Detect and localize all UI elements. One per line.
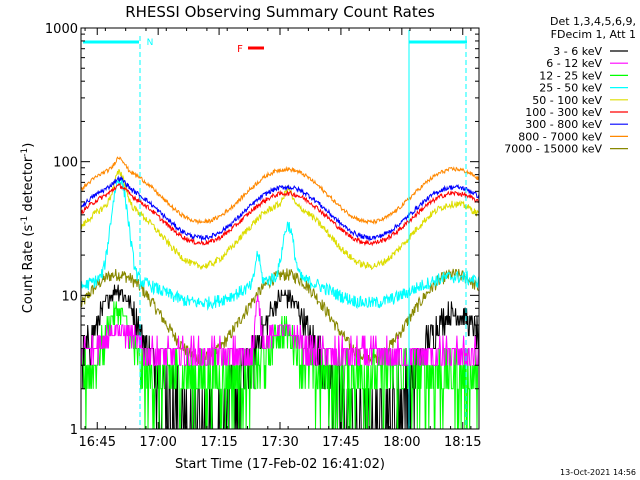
legend-label-1: 6 - 12 keV: [546, 57, 602, 70]
legend: Det 1,3,4,5,6,9, FDecim 1, Att 1 3 - 6 k…: [504, 15, 636, 156]
y-tick-label-3: 1000: [45, 22, 78, 37]
series-line-6: [81, 175, 479, 242]
series-line-2: [81, 301, 479, 429]
x-tick-label-5: 18:00: [383, 435, 420, 450]
legend-label-5: 100 - 300 keV: [525, 106, 602, 119]
legend-label-3: 25 - 50 keV: [539, 82, 602, 95]
x-tick-label-4: 17:45: [322, 435, 359, 450]
chart-title: RHESSI Observing Summary Count Rates: [125, 3, 435, 21]
series-line-8: [81, 268, 479, 365]
legend-label-6: 300 - 800 keV: [525, 118, 602, 131]
y-tick-label-2: 100: [53, 156, 78, 171]
series-line-3: [81, 177, 479, 311]
x-tick-label-3: 17:30: [261, 435, 298, 450]
y-axis-label: Count Rate (s-1 detector-1): [20, 143, 36, 314]
legend-label-8: 7000 - 15000 keV: [504, 143, 602, 156]
night-flag-label: N: [147, 38, 154, 48]
x-axis-label: Start Time (17-Feb-02 16:41:02): [175, 457, 385, 472]
series-layer: [81, 156, 479, 429]
legend-label-0: 3 - 6 keV: [553, 45, 602, 58]
x-tick-label-1: 17:00: [139, 435, 176, 450]
legend-label-4: 50 - 100 keV: [532, 94, 602, 107]
x-tick-label-2: 17:15: [200, 435, 237, 450]
legend-label-2: 12 - 25 keV: [539, 69, 602, 82]
y-axis: 1 10 100 1000: [45, 22, 479, 438]
flare-flag-label: F: [237, 44, 243, 55]
series-line-4: [81, 169, 479, 271]
series-line-5: [81, 182, 479, 247]
series-line-1: [81, 295, 479, 366]
legend-header-line-1: Det 1,3,4,5,6,9,: [550, 15, 636, 28]
timestamp: 13-Oct-2021 14:56: [560, 468, 636, 477]
x-tick-label-0: 16:45: [79, 435, 116, 450]
y-tick-label-0: 1: [70, 423, 78, 438]
legend-header-line-2: FDecim 1, Att 1: [551, 28, 636, 41]
y-tick-label-1: 10: [61, 289, 78, 304]
x-axis: 16:45 17:00 17:15 17:30 17:45 18:00 18:15: [79, 28, 481, 450]
overlay-layer: NF: [83, 30, 467, 429]
series-line-7: [81, 156, 479, 225]
legend-label-7: 800 - 7000 keV: [518, 130, 602, 143]
x-tick-label-6: 18:15: [444, 435, 481, 450]
